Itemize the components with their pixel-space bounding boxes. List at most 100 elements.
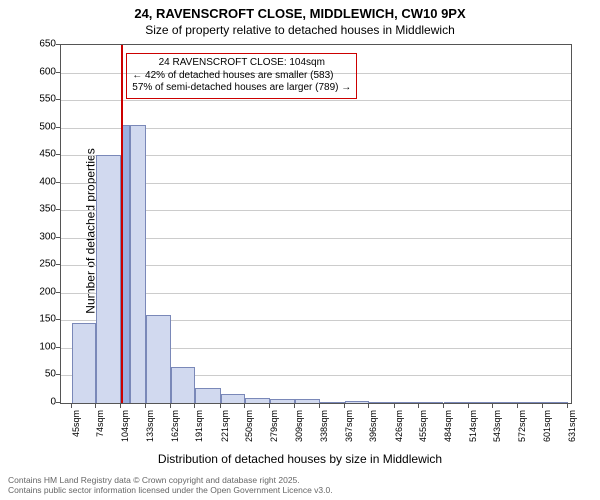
x-tick-mark <box>368 404 369 408</box>
x-tick-label: 133sqm <box>145 410 155 450</box>
x-tick-label: 279sqm <box>269 410 279 450</box>
x-tick-label: 543sqm <box>492 410 502 450</box>
y-tick-label: 650 <box>26 39 56 50</box>
y-tick-label: 600 <box>26 66 56 77</box>
x-tick-mark <box>542 404 543 408</box>
y-tick-mark <box>56 72 60 73</box>
x-tick-mark <box>120 404 121 408</box>
x-tick-label: 250sqm <box>244 410 254 450</box>
y-tick-label: 500 <box>26 121 56 132</box>
y-tick-label: 250 <box>26 259 56 270</box>
y-tick-label: 50 <box>26 369 56 380</box>
histogram-bar <box>345 401 369 403</box>
histogram-bar <box>195 388 221 403</box>
histogram-bar <box>96 155 121 403</box>
x-tick-label: 514sqm <box>468 410 478 450</box>
y-tick-label: 150 <box>26 314 56 325</box>
y-tick-mark <box>56 237 60 238</box>
histogram-bar <box>171 367 195 403</box>
y-tick-mark <box>56 264 60 265</box>
footer-line-1: Contains HM Land Registry data © Crown c… <box>8 475 333 486</box>
histogram-bar <box>130 125 145 403</box>
x-tick-mark <box>517 404 518 408</box>
histogram-bar <box>146 315 171 403</box>
x-tick-label: 455sqm <box>418 410 428 450</box>
x-tick-label: 191sqm <box>194 410 204 450</box>
y-tick-label: 100 <box>26 341 56 352</box>
x-tick-label: 74sqm <box>95 410 105 450</box>
footer-text: Contains HM Land Registry data © Crown c… <box>8 475 333 496</box>
y-tick-mark <box>56 292 60 293</box>
x-tick-label: 162sqm <box>170 410 180 450</box>
plot-area: 24 RAVENSCROFT CLOSE: 104sqm← 42% of det… <box>60 44 572 404</box>
chart-title: 24, RAVENSCROFT CLOSE, MIDDLEWICH, CW10 … <box>0 0 600 21</box>
x-tick-mark <box>95 404 96 408</box>
x-tick-mark <box>244 404 245 408</box>
x-tick-label: 426sqm <box>394 410 404 450</box>
histogram-bar <box>320 402 345 403</box>
x-tick-mark <box>145 404 146 408</box>
x-tick-mark <box>319 404 320 408</box>
y-tick-mark <box>56 154 60 155</box>
histogram-bar <box>245 398 269 404</box>
x-tick-label: 221sqm <box>220 410 230 450</box>
x-tick-mark <box>567 404 568 408</box>
annotation-box: 24 RAVENSCROFT CLOSE: 104sqm← 42% of det… <box>126 53 357 99</box>
x-tick-mark <box>220 404 221 408</box>
x-tick-mark <box>418 404 419 408</box>
y-tick-label: 450 <box>26 149 56 160</box>
x-tick-label: 572sqm <box>517 410 527 450</box>
y-tick-label: 400 <box>26 176 56 187</box>
y-tick-mark <box>56 99 60 100</box>
histogram-bar <box>395 402 419 403</box>
grid-line <box>61 100 571 101</box>
x-tick-mark <box>443 404 444 408</box>
x-tick-mark <box>344 404 345 408</box>
x-tick-label: 484sqm <box>443 410 453 450</box>
chart-subtitle: Size of property relative to detached ho… <box>0 21 600 37</box>
x-tick-mark <box>492 404 493 408</box>
y-tick-mark <box>56 127 60 128</box>
x-tick-label: 309sqm <box>294 410 304 450</box>
histogram-bar <box>221 394 245 403</box>
x-tick-mark <box>269 404 270 408</box>
x-tick-mark <box>194 404 195 408</box>
y-tick-mark <box>56 44 60 45</box>
y-tick-mark <box>56 402 60 403</box>
histogram-bar <box>518 402 543 403</box>
y-tick-label: 200 <box>26 286 56 297</box>
y-tick-mark <box>56 319 60 320</box>
chart-container: 24, RAVENSCROFT CLOSE, MIDDLEWICH, CW10 … <box>0 0 600 500</box>
x-tick-label: 631sqm <box>567 410 577 450</box>
footer-line-2: Contains public sector information licen… <box>8 485 333 496</box>
x-tick-label: 338sqm <box>319 410 329 450</box>
y-tick-mark <box>56 347 60 348</box>
x-tick-label: 45sqm <box>71 410 81 450</box>
histogram-bar <box>469 402 493 403</box>
histogram-bar <box>295 399 319 403</box>
x-tick-label: 396sqm <box>368 410 378 450</box>
x-tick-mark <box>294 404 295 408</box>
annotation-line: 57% of semi-detached houses are larger (… <box>132 82 351 95</box>
x-tick-mark <box>468 404 469 408</box>
histogram-bar <box>270 399 296 403</box>
y-tick-mark <box>56 182 60 183</box>
histogram-bar <box>444 402 470 403</box>
y-tick-mark <box>56 374 60 375</box>
y-tick-label: 0 <box>26 397 56 408</box>
histogram-bar <box>369 402 395 403</box>
annotation-line: ← 42% of detached houses are smaller (58… <box>132 70 351 83</box>
x-tick-label: 601sqm <box>542 410 552 450</box>
x-tick-label: 104sqm <box>120 410 130 450</box>
x-tick-mark <box>71 404 72 408</box>
annotation-line: 24 RAVENSCROFT CLOSE: 104sqm <box>132 57 351 70</box>
x-axis-label: Distribution of detached houses by size … <box>0 452 600 466</box>
histogram-bar <box>72 323 96 403</box>
y-tick-label: 550 <box>26 94 56 105</box>
histogram-bar <box>419 402 443 403</box>
histogram-bar <box>493 402 517 403</box>
x-tick-mark <box>170 404 171 408</box>
histogram-bar <box>543 402 569 403</box>
x-tick-mark <box>394 404 395 408</box>
y-tick-label: 350 <box>26 204 56 215</box>
